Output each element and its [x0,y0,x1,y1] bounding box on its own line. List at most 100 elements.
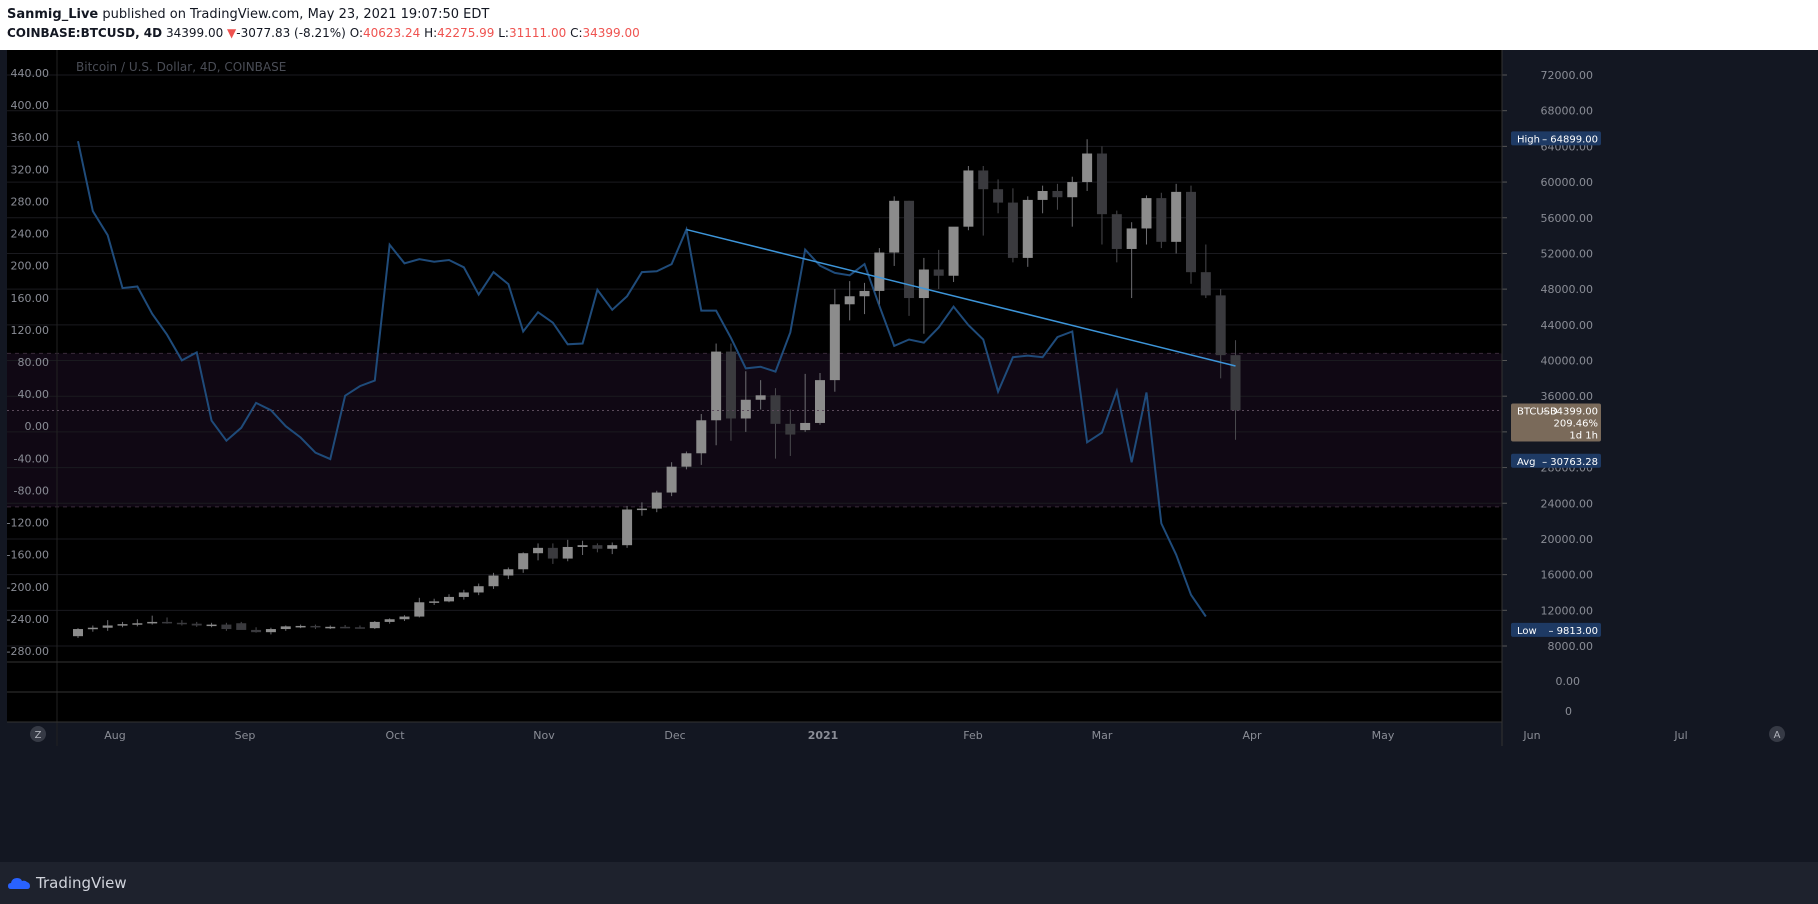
candle-body [978,170,989,190]
candle-body [1156,198,1167,242]
candle-body [340,626,351,629]
candle-body [325,626,336,629]
candle-body [681,453,692,467]
indicator-tick-label: 40.00 [18,388,50,401]
candle-body [221,624,232,630]
high-label: H: [424,26,438,40]
auto-scale-button-label: A [1774,730,1781,741]
indicator-tick-label: -240.00 [7,613,49,626]
candle-body [1037,190,1048,200]
candle-body [473,586,484,593]
price-tick-label: 56000.00 [1541,212,1594,225]
candle-body [948,226,959,276]
candle-body [1171,191,1182,242]
candle-body [874,252,885,291]
candle-body [607,545,618,549]
time-label: Aug [104,729,125,742]
last-price: 34399.00 [165,26,224,40]
price-tick-label: 60000.00 [1541,176,1594,189]
candle-body [206,624,217,627]
time-label: Mar [1092,729,1113,742]
candle-body [399,616,410,620]
candle-body [176,622,187,625]
price-tick-label: 44000.00 [1541,319,1594,332]
last-price-badge-countdown: 1d 1h [1569,430,1598,441]
candle-body [859,290,870,297]
candle-body [1082,153,1093,183]
candle-body [310,625,321,628]
time-label: Jun [1522,729,1540,742]
candle-body [547,547,558,559]
auto-scale-button [1769,726,1785,742]
avg-badge-value: – 30763.28 [1542,457,1598,468]
candle-body [458,592,469,597]
chart-title: Bitcoin / U.S. Dollar, 4D, COINBASE [76,60,286,74]
indicator-line [77,140,1207,618]
price-tick-label: 20000.00 [1541,533,1594,546]
candle-body [73,629,83,637]
candle-body [1126,228,1137,249]
price-change: -3077.83 (-8.21%) [236,26,346,40]
indicator-tick-label: 320.00 [11,163,50,176]
chart-canvas[interactable]: 72000.0068000.0064000.0060000.0056000.00… [0,50,1818,862]
indicator-tick-label: -160.00 [7,549,49,562]
author-name[interactable]: Sanmig_Live [7,7,99,22]
avg-badge [1511,453,1601,468]
candle-body [755,395,766,400]
candle-body [384,619,395,622]
candle-body [1215,295,1226,356]
symbol-ohlc-line: COINBASE:BTCUSD, 4D 34399.00 ▼-3077.83 (… [7,26,640,40]
down-arrow-icon: ▼ [227,26,237,40]
candle-body [963,170,974,227]
open-value: 40623.24 [362,26,421,40]
time-label: Sep [235,729,256,742]
indicator-tick-label: 120.00 [11,324,50,337]
candle-body [236,623,247,630]
candle-body [533,547,544,554]
candle-body [132,623,143,625]
candle-body [429,601,440,603]
time-label: Apr [1242,729,1262,742]
time-label: Jul [1673,729,1687,742]
low-badge [1511,622,1601,637]
close-value: 34399.00 [582,26,640,40]
candle-body [518,553,529,570]
symbol-label: COINBASE:BTCUSD, 4D [7,26,163,40]
candle-body [844,296,855,305]
time-label: Dec [664,729,685,742]
last-price-badge [1511,403,1601,442]
candle-body [622,509,633,546]
candle-body [280,626,291,630]
high-badge-label: High [1517,134,1540,145]
candle-body [1096,153,1107,215]
candle-body [488,575,499,587]
indicator-tick-label: -80.00 [14,484,49,497]
low-value: 31111.00 [508,26,567,40]
candle-body [1111,214,1122,249]
candle-body [651,492,662,509]
candle-body [354,627,365,629]
tradingview-logo[interactable]: TradingView [8,874,127,892]
time-label: May [1372,729,1395,742]
tradingview-brand: TradingView [36,874,127,892]
indicator-tick-label: -200.00 [7,581,49,594]
indicator-tick-label: 240.00 [11,228,50,241]
high-badge [1511,131,1601,146]
trendline [686,228,1236,367]
candle-body [102,625,113,628]
low-label: L: [498,26,509,40]
candle-body [933,269,944,276]
published-text: published on TradingView.com, May 23, 20… [102,7,490,22]
price-tick-label: 36000.00 [1541,390,1594,403]
chart-area[interactable]: 72000.00 68000.00 64000.00 60000.00 56000.00… [0,50,1818,862]
candle-body [265,629,276,633]
candle-body [1200,272,1211,296]
indicator-tick-label: 80.00 [18,356,50,369]
indicator-tick-label: 440.00 [11,67,50,80]
candle-body [711,351,722,421]
low-badge-value: – 9813.00 [1548,626,1598,637]
price-tick-label: 52000.00 [1541,247,1594,260]
time-axis [7,722,1502,746]
candle-body [1052,190,1063,198]
candle-body [770,395,781,424]
